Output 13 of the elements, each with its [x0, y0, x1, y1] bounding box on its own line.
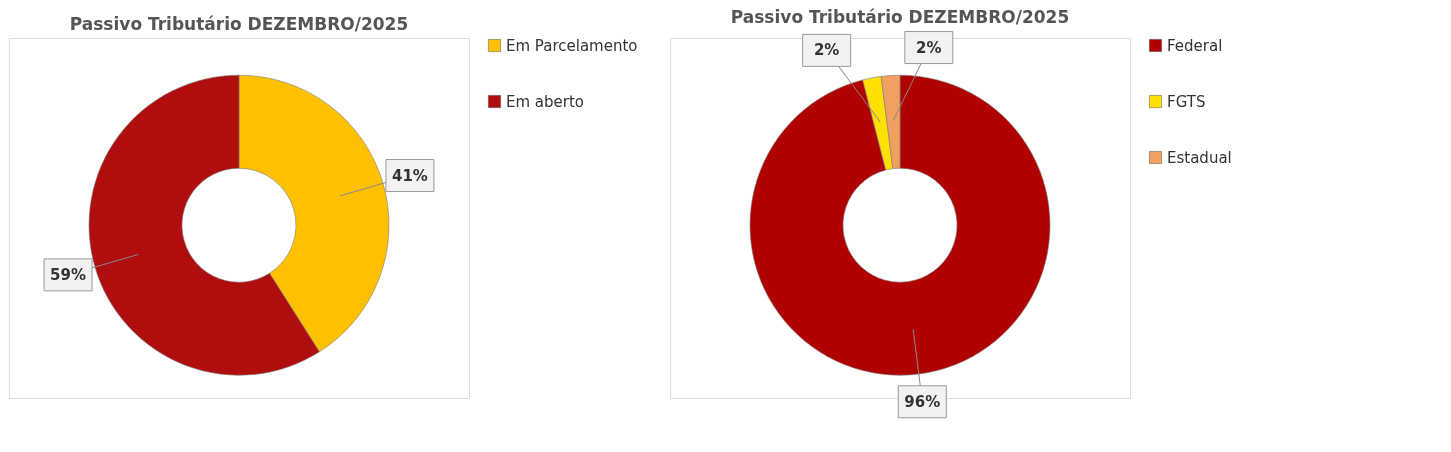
data-label: 2% — [813, 41, 840, 60]
chart-title: Passivo Tributário DEZEMBRO/2025 — [730, 7, 1070, 28]
donut-slice — [749, 74, 1051, 376]
data-label: 41% — [391, 166, 428, 185]
legend-label: Federal — [1167, 36, 1223, 55]
data-label: 96% — [904, 392, 941, 411]
data-label: 59% — [50, 265, 87, 284]
legend-label: Em Parcelamento — [506, 36, 638, 55]
legend-label: FGTS — [1167, 92, 1206, 111]
legend-label: Em aberto — [506, 92, 585, 111]
data-label: 2% — [916, 38, 942, 57]
chart-title: Passivo Tributário DEZEMBRO/2025 — [69, 14, 409, 34]
legend-label: Estadual — [1167, 148, 1232, 167]
